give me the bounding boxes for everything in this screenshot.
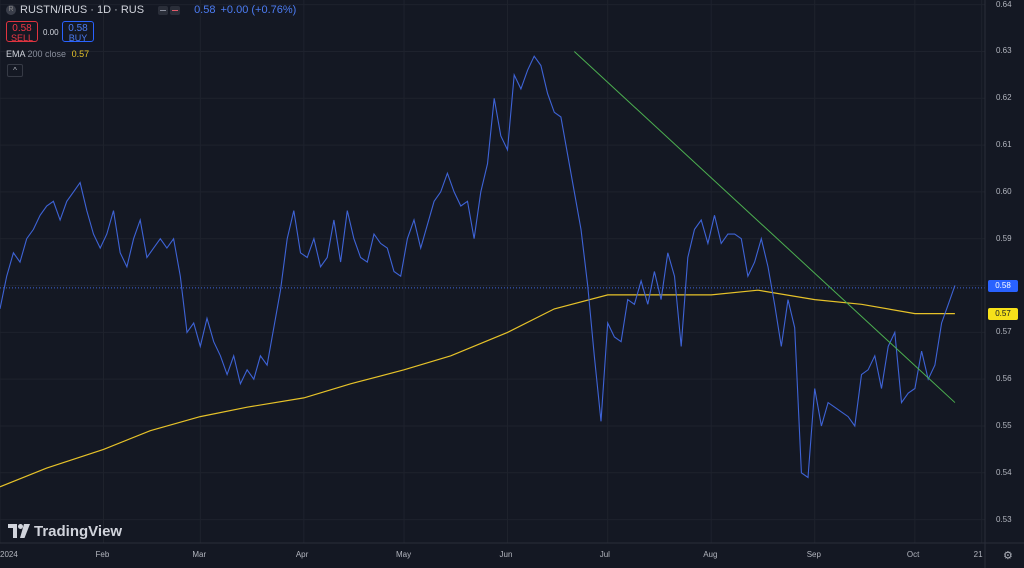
price-series (0, 55, 985, 479)
time-tick-label: 21 (973, 550, 983, 559)
time-tick-label: 2024 (0, 550, 18, 559)
tradingview-logo[interactable]: TradingView (8, 522, 122, 540)
trend-line-drawing[interactable] (573, 51, 956, 403)
last-price: 0.58 (194, 4, 216, 16)
price-tick-label: 0.64 (996, 0, 1012, 9)
buy-button[interactable]: 0.58 BUY (62, 21, 94, 43)
price-change: +0.00 (+0.76%) (220, 4, 297, 16)
equals-icon[interactable] (170, 5, 181, 15)
chevron-up-icon: ^ (13, 66, 17, 75)
time-tick-label: Aug (703, 550, 718, 559)
chart-grid (0, 0, 985, 543)
price-tick-label: 0.53 (996, 514, 1012, 524)
price-tick-label: 0.63 (996, 46, 1012, 56)
ema-price-tag: 0.57 (988, 307, 1018, 320)
time-tick-label: Mar (192, 550, 207, 559)
gear-icon[interactable]: ⚙ (1003, 550, 1013, 562)
price-line (0, 55, 956, 479)
time-tick-label: Sep (806, 550, 821, 559)
ema-value: 0.57 (71, 49, 90, 59)
time-tick-label: Feb (95, 550, 110, 559)
tradingview-logo-text: TradingView (34, 522, 123, 540)
price-tick-label: 0.56 (996, 374, 1012, 384)
buy-price: 0.58 (68, 23, 88, 34)
time-tick-label: Jun (499, 550, 513, 559)
ema-200-series (0, 289, 955, 488)
header-toggle-icons[interactable] (158, 5, 181, 15)
ema-legend[interactable]: EMA 200 close 0.57 (6, 49, 89, 59)
last-price-tag: 0.58 (988, 279, 1018, 292)
price-tick-label: 0.57 (996, 327, 1012, 337)
symbol-title[interactable]: RUSTN/IRUS · 1D · RUS (20, 4, 145, 16)
buy-label: BUY (68, 33, 88, 43)
price-tick-label: 0.54 (996, 467, 1012, 477)
price-tick-label: 0.61 (996, 140, 1012, 150)
spread-value: 0.00 (43, 28, 59, 37)
ema-200-line (0, 289, 955, 488)
symbol-header[interactable]: R RUSTN/IRUS · 1D · RUS 0.58 +0.00 (+0.7… (6, 3, 296, 17)
ema-params: 200 close (27, 49, 67, 59)
sell-price: 0.58 (12, 23, 32, 34)
collapse-legend-button[interactable]: ^ (7, 64, 23, 77)
price-tick-label: 0.62 (996, 93, 1012, 103)
trend-line (573, 51, 956, 403)
sell-label: SELL (10, 33, 34, 43)
time-tick-label: Apr (295, 550, 309, 559)
price-tick-label: 0.59 (996, 233, 1012, 243)
ema-name: EMA (6, 49, 26, 59)
sell-button[interactable]: 0.58 SELL (6, 21, 38, 43)
price-tick-label: 0.55 (996, 420, 1012, 430)
price-tick-label: 0.60 (996, 186, 1012, 196)
time-tick-label: Jul (599, 550, 610, 559)
symbol-logo-icon: R (6, 5, 16, 15)
tradingview-logo-icon (8, 524, 30, 538)
minus-icon[interactable] (158, 5, 169, 15)
time-tick-label: May (396, 550, 412, 559)
time-tick-label: Oct (906, 550, 920, 559)
